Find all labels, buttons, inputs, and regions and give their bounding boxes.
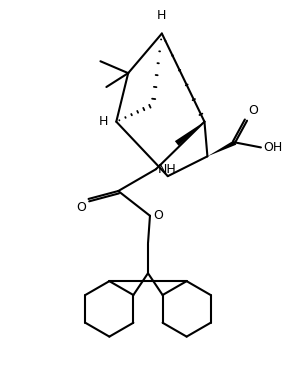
- Text: NH: NH: [158, 163, 177, 176]
- Text: O: O: [248, 104, 258, 117]
- Polygon shape: [208, 140, 236, 156]
- Polygon shape: [175, 122, 204, 146]
- Text: OH: OH: [263, 141, 282, 154]
- Text: O: O: [77, 201, 86, 214]
- Text: O: O: [153, 209, 163, 222]
- Text: H: H: [157, 8, 166, 22]
- Text: H: H: [99, 115, 108, 128]
